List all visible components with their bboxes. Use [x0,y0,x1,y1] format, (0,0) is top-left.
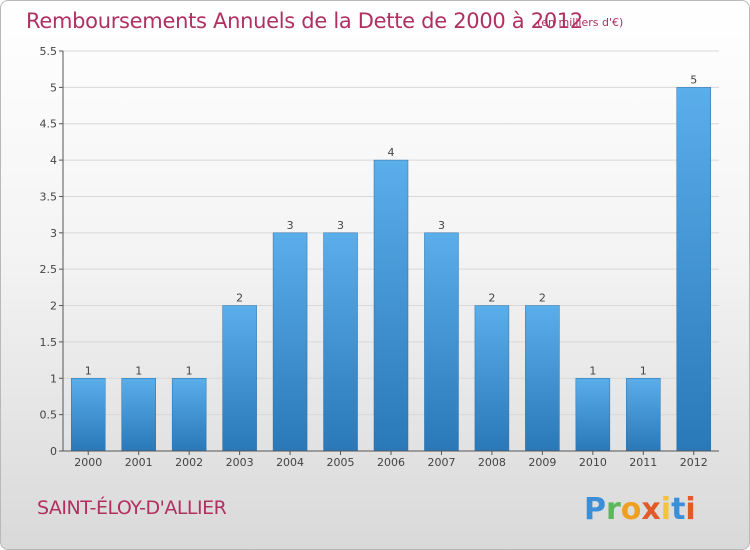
x-tick-label: 2000 [74,456,102,469]
y-tick-label: 5 [50,81,57,94]
y-tick-label: 2.5 [40,263,58,276]
x-tick-label: 2010 [579,456,607,469]
x-tick-label: 2002 [175,456,203,469]
y-tick-label: 4 [50,154,57,167]
x-tick-label: 2005 [327,456,355,469]
x-tick-label: 2001 [125,456,153,469]
chart-unit-label: (en milliers d'€) [537,16,624,29]
bar-chart: 1 1 1 2 3 3 4 3 2 2 1 1 5 0 0.5 1 1.5 2 2.5 3 3.5 4 4.5 5 5.5 20… [40,45,719,469]
bar [222,305,257,452]
y-tick-label: 3.5 [40,190,58,203]
bar [373,159,409,452]
data-label: 3 [337,219,344,232]
data-label: 4 [388,146,395,159]
data-label: 2 [236,292,243,305]
y-tick-label: 0.5 [40,409,58,422]
x-tick-label: 2004 [276,456,304,469]
y-tick-label: 0 [50,445,57,458]
data-label: 2 [488,292,495,305]
data-label: 3 [438,219,445,232]
x-tick-label: 2009 [528,456,556,469]
bar [474,305,510,452]
x-tick-label: 2003 [226,456,254,469]
y-tick-label: 3 [50,227,57,240]
bar [626,378,661,452]
proxiti-logo: Proxiti [584,492,694,527]
bar [525,305,560,452]
y-tick-label: 5.5 [40,45,58,58]
bar [70,378,106,452]
data-label: 2 [539,292,546,305]
svg-text:Proxiti: Proxiti [584,492,694,527]
y-tick-label: 1 [50,372,57,385]
x-tick-label: 2012 [680,456,708,469]
data-label: 1 [186,364,193,377]
data-label: 1 [589,364,596,377]
x-tick-label: 2006 [377,456,405,469]
commune-name: SAINT-ÉLOY-D'ALLIER [37,497,227,519]
bar [575,378,611,452]
bar [323,232,358,452]
y-tick-label: 1.5 [40,336,58,349]
x-tick-label: 2007 [427,456,455,469]
bar [121,378,156,452]
data-label: 3 [287,219,294,232]
x-tick-label: 2011 [629,456,657,469]
bar [424,232,459,452]
data-label: 1 [85,364,92,377]
data-label: 5 [690,73,697,86]
y-tick-label: 2 [50,300,57,313]
bar [171,378,207,452]
bar [676,87,712,452]
y-tick-label: 4.5 [40,118,58,131]
chart-title: Remboursements Annuels de la Dette de 20… [26,9,583,33]
bar [272,232,308,452]
data-label: 1 [135,364,142,377]
data-label: 1 [640,364,647,377]
x-tick-label: 2008 [478,456,506,469]
